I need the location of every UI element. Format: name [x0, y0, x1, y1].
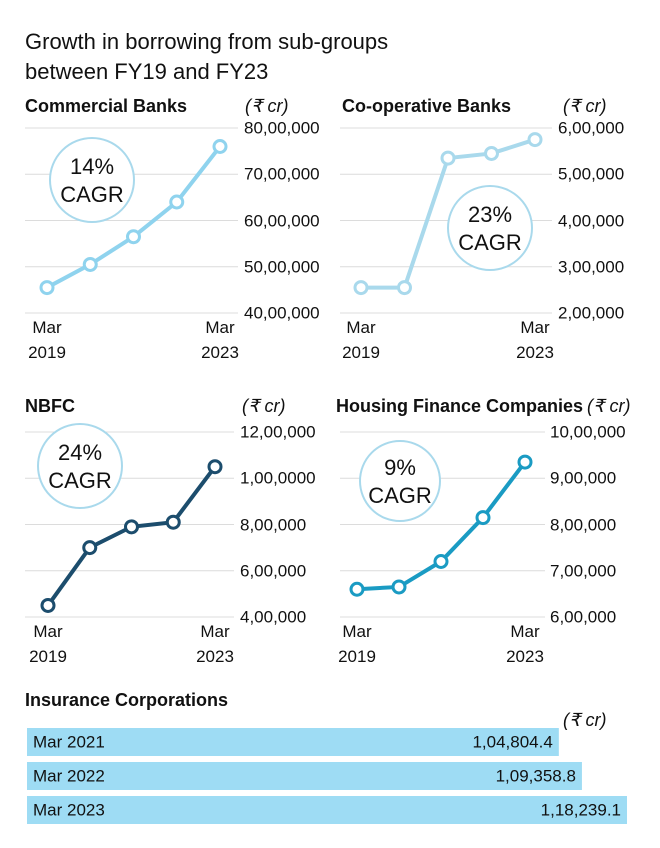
unit-label: (₹ cr)	[563, 710, 607, 730]
chart-title: Housing Finance Companies	[336, 396, 584, 416]
annotation: 23%	[467, 202, 513, 227]
y-tick-label: 60,00,000	[244, 211, 320, 230]
annotation-circle	[49, 137, 135, 223]
y-tick-label: 10,00,000	[550, 422, 626, 442]
annotation: CAGR	[458, 230, 522, 255]
x-tick-label: Mar 2023	[196, 622, 234, 666]
annotation: CAGR	[60, 182, 124, 207]
value-label: 1,18,239.1	[540, 800, 621, 820]
bar	[27, 762, 582, 790]
point	[353, 280, 369, 296]
x-tick-label: Mar 2019	[342, 318, 380, 362]
category-label: Mar 2021	[33, 732, 105, 752]
x-tick-label: Mar 2019	[28, 318, 66, 362]
point	[484, 145, 499, 161]
point	[349, 581, 365, 597]
point	[397, 280, 412, 296]
annotation-circle	[447, 185, 533, 271]
x-tick-label: Mar 2023	[201, 318, 239, 362]
unit-label: (₹ cr)	[245, 96, 289, 116]
y-tick-label: 80,00,000	[244, 118, 320, 138]
annotation: 14%	[69, 154, 115, 179]
point	[391, 579, 407, 595]
point	[82, 256, 98, 272]
value-label: 1,04,804.4	[472, 732, 553, 752]
value-label: 1,09,358.8	[495, 766, 576, 786]
chart-title: Insurance Corporations	[25, 690, 229, 710]
y-tick-label: 4,00,000	[240, 607, 307, 627]
y-tick-label: 5,00,000	[558, 164, 625, 184]
category-label: Mar 2022	[33, 766, 105, 786]
chart-title: Commercial Banks	[25, 96, 188, 116]
y-tick-label: 2,00,000	[558, 303, 625, 323]
point	[440, 150, 456, 166]
y-tick-label: 6,00,000	[240, 561, 307, 581]
unit-label: (₹ cr)	[587, 396, 631, 416]
point	[527, 132, 543, 148]
x-tick-label: Mar 2019	[29, 622, 67, 666]
category-label: Mar 2023	[33, 800, 105, 820]
y-tick-label: 40,00,000	[244, 303, 320, 323]
y-tick-label: 8,00,000	[550, 515, 617, 534]
y-tick-label: 70,00,000	[244, 164, 320, 184]
point	[169, 194, 185, 210]
point	[126, 229, 141, 245]
y-tick-label: 8,00,000	[240, 515, 307, 534]
point	[433, 554, 449, 569]
point	[165, 514, 181, 530]
point	[82, 540, 98, 556]
unit-label: (₹ cr)	[563, 96, 607, 116]
y-tick-label: 7,00,000	[550, 561, 617, 581]
bar	[27, 796, 627, 824]
y-tick-label: 9,00,000	[550, 468, 617, 488]
point	[39, 280, 55, 296]
chart-title: NBFC	[25, 396, 75, 416]
unit-label: (₹ cr)	[242, 396, 286, 416]
point	[207, 459, 223, 475]
bar	[27, 728, 559, 756]
y-tick-label: 4,00,000	[558, 211, 625, 230]
point	[124, 519, 139, 535]
y-tick-label: 6,00,000	[558, 118, 625, 138]
page-title: between FY19 and FY23	[25, 59, 269, 84]
y-tick-label: 12,00,000	[240, 422, 316, 442]
x-tick-label: Mar 2023	[516, 318, 554, 362]
point	[517, 454, 533, 470]
y-tick-label: 1,00,0000	[240, 468, 316, 488]
annotation: CAGR	[48, 468, 112, 493]
x-tick-label: Mar 2023	[506, 622, 544, 666]
annotation-circle	[37, 423, 123, 509]
annotation: CAGR	[368, 483, 432, 508]
annotation: 9%	[384, 455, 416, 480]
page-title: Growth in borrowing from sub-groups	[25, 29, 389, 54]
chart-title: Co-operative Banks	[342, 96, 512, 116]
point	[475, 510, 491, 526]
annotation: 24%	[57, 440, 103, 465]
point	[40, 597, 56, 613]
y-tick-label: 50,00,000	[244, 257, 320, 277]
annotation-circle	[359, 440, 441, 522]
y-tick-label: 3,00,000	[558, 257, 625, 277]
point	[212, 139, 228, 154]
x-tick-label: Mar 2019	[338, 622, 376, 666]
y-tick-label: 6,00,000	[550, 607, 617, 627]
